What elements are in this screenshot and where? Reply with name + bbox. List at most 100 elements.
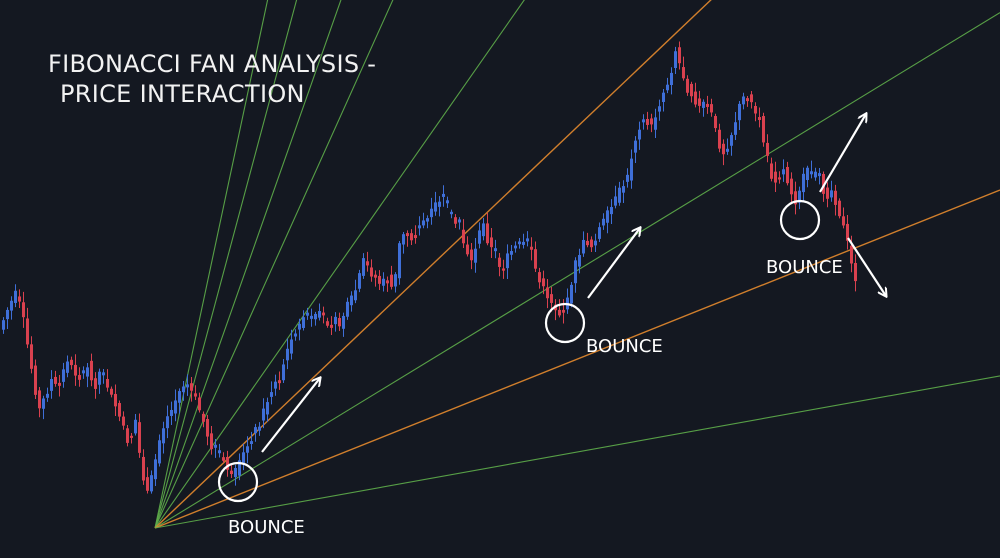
candle-202 <box>810 160 813 179</box>
fan-line-2 <box>154 0 298 529</box>
candle-body <box>722 143 725 155</box>
candle-79 <box>318 303 321 321</box>
candle-51 <box>206 414 209 446</box>
candle-body <box>330 324 333 328</box>
candle-139 <box>558 299 561 318</box>
candle-body <box>374 274 377 278</box>
candle-0 <box>2 317 5 334</box>
candle-body <box>146 477 149 491</box>
fan-line-6 <box>154 0 712 529</box>
candle-165 <box>662 89 665 112</box>
candle-body <box>226 456 229 470</box>
candle-body <box>498 257 501 267</box>
candle-16 <box>66 355 69 378</box>
candle-body <box>178 391 181 403</box>
candle-body <box>602 218 605 226</box>
candle-93 <box>374 270 377 287</box>
candle-84 <box>338 312 341 331</box>
candle-body <box>82 370 85 374</box>
candle-body <box>766 142 769 156</box>
candle-body <box>542 278 545 287</box>
candle-60 <box>242 443 245 471</box>
candle-42 <box>170 401 173 426</box>
candle-body <box>582 239 585 254</box>
candle-body <box>242 452 245 464</box>
candle-124 <box>498 252 501 277</box>
candle-body <box>214 444 217 448</box>
candle-body <box>290 339 293 354</box>
candle-12 <box>50 370 53 399</box>
fan-line-7 <box>154 12 1000 529</box>
candle-body <box>750 94 753 103</box>
fan-line-5 <box>154 0 525 529</box>
candle-188 <box>754 102 757 122</box>
candle-33 <box>134 414 137 436</box>
candle-137 <box>550 286 553 312</box>
candle-179 <box>718 123 721 153</box>
candle-body <box>198 397 201 411</box>
candle-body <box>122 416 125 426</box>
bounce-circle <box>779 199 821 241</box>
candle-85 <box>342 312 345 337</box>
candle-174 <box>698 90 701 113</box>
candle-61 <box>246 436 249 464</box>
chart-title-line-1: FIBONACCI FAN ANALYSIS - <box>48 50 377 78</box>
candle-body <box>842 216 845 226</box>
candle-body <box>638 129 641 140</box>
candle-69 <box>278 371 281 390</box>
candle-body <box>126 428 129 443</box>
candle-body <box>118 403 121 417</box>
candle-123 <box>494 239 497 259</box>
candle-body <box>2 320 5 330</box>
candle-72 <box>290 329 293 360</box>
candle-body <box>86 367 89 377</box>
candle-91 <box>366 251 369 272</box>
candle-134 <box>538 267 541 289</box>
candle-body <box>362 258 365 276</box>
candle-65 <box>262 398 265 429</box>
candle-192 <box>770 157 773 182</box>
candle-body <box>778 177 781 180</box>
candle-body <box>482 223 485 237</box>
candle-32 <box>130 433 133 444</box>
candle-30 <box>122 411 125 430</box>
chart-title-line-2: PRICE INTERACTION <box>60 80 305 108</box>
candle-77 <box>310 308 313 327</box>
candle-body <box>346 301 349 317</box>
candle-45 <box>182 381 185 401</box>
candle-171 <box>686 75 689 96</box>
candle-body <box>490 237 493 248</box>
candle-154 <box>618 181 621 206</box>
candle-body <box>34 365 37 395</box>
candle-body <box>670 72 673 86</box>
candle-169 <box>678 41 681 70</box>
candle-7 <box>30 336 33 374</box>
candle-44 <box>178 388 181 414</box>
candle-body <box>406 233 409 237</box>
candle-107 <box>430 197 433 225</box>
candle-body <box>590 239 593 248</box>
candle-body <box>230 470 233 475</box>
candle-body <box>698 98 701 106</box>
candle-27 <box>110 386 113 398</box>
candle-48 <box>194 385 197 401</box>
candle-37 <box>150 470 153 494</box>
candle-148 <box>594 233 597 253</box>
candle-body <box>74 364 77 376</box>
candle-144 <box>578 248 581 274</box>
candle-104 <box>418 216 421 236</box>
candle-body <box>770 163 773 179</box>
candle-body <box>526 238 529 242</box>
candle-body <box>746 98 749 102</box>
candle-body <box>282 364 285 381</box>
candle-206 <box>826 182 829 208</box>
candle-body <box>258 426 261 431</box>
candle-178 <box>714 113 717 133</box>
candle-body <box>114 393 117 407</box>
candle-body <box>718 129 721 149</box>
candle-body <box>606 210 609 223</box>
candle-128 <box>514 241 517 253</box>
candle-204 <box>818 168 821 185</box>
candle-body <box>662 92 665 102</box>
candle-body <box>758 117 761 121</box>
